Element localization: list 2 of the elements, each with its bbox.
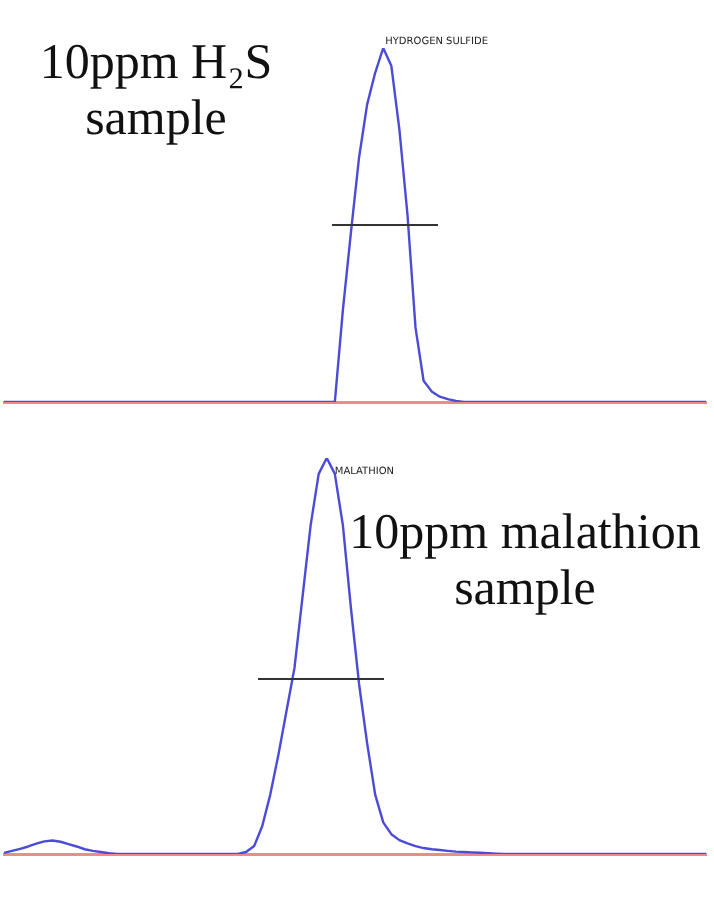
text: 10ppm malathion sample: [347, 506, 703, 618]
chart-title: 10ppm H₂S sample: [37, 36, 275, 148]
